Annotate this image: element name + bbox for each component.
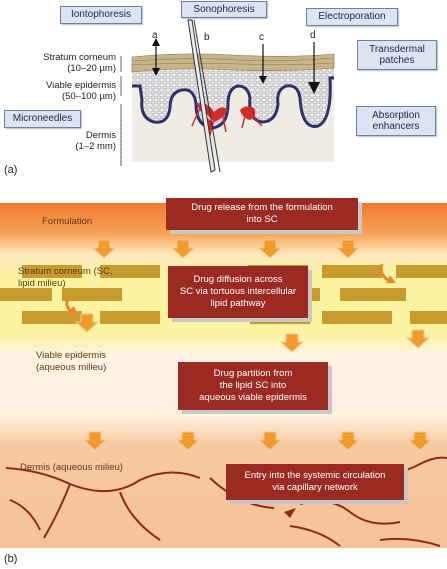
viable-epidermis xyxy=(132,62,334,128)
transdermal-patches-box: Transdermal patches xyxy=(357,40,437,70)
microneedle xyxy=(187,19,216,173)
sonophoresis-box: Sonophoresis xyxy=(181,1,267,18)
absorption-enhancers-box: Absorption enhancers xyxy=(356,106,436,136)
capillary-network xyxy=(5,456,447,547)
viable-epidermis-label: Viable epidermis (50–100 µm) xyxy=(45,80,116,103)
label-b: b xyxy=(204,32,210,43)
electroporation-box: Electroporation xyxy=(306,8,398,26)
dermis-label: Dermis (1–2 mm) xyxy=(75,130,116,153)
microneedles-box: Microneedles xyxy=(4,110,81,128)
step-diffusion: Drug diffusion across SC via tortuous in… xyxy=(168,266,308,318)
panel-b-label: (b) xyxy=(4,553,18,565)
zone-formulation: Formulation xyxy=(42,216,93,227)
step-release: Drug release from the formulation into S… xyxy=(166,198,358,230)
zone-viable-epidermis: Viable epidermis (aqueous milieu) xyxy=(36,350,107,373)
iontophoresis-box: Iontophoresis xyxy=(60,6,142,24)
zone-dermis: Dermis (aqueous milieu) xyxy=(20,462,123,473)
step-systemic: Entry into the systemic circulation via … xyxy=(226,464,404,500)
label-c: c xyxy=(259,32,264,43)
basement-membrane xyxy=(132,76,334,130)
zone-stratum-corneum: Stratum corneum (SC, lipid milieu) xyxy=(18,266,113,289)
label-d: d xyxy=(310,30,316,41)
skin-cross-section xyxy=(120,19,335,173)
stratum-corneum xyxy=(131,53,335,73)
step-partition: Drug partition from the lipid SC into aq… xyxy=(178,362,328,410)
panel-a-label: (a) xyxy=(4,164,18,176)
stratum-corneum-label: Stratum corneum (10–20 µm) xyxy=(43,52,116,75)
label-a: a xyxy=(152,30,158,41)
capillary-loops xyxy=(196,103,256,138)
